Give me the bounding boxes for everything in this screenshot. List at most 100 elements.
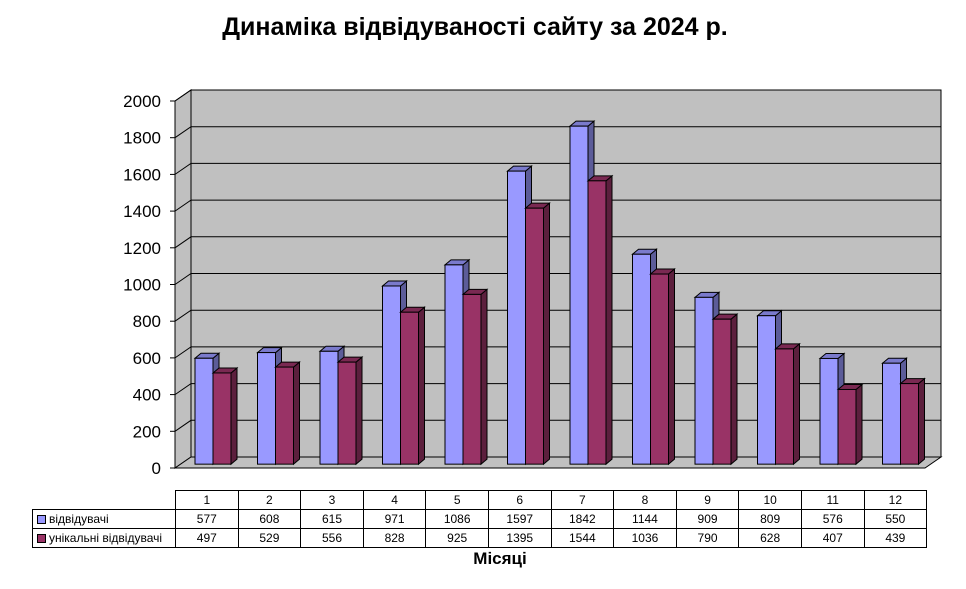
bar-front xyxy=(694,296,714,465)
gridline xyxy=(174,126,941,139)
bar-front xyxy=(462,293,482,465)
gridline xyxy=(174,273,941,285)
bar-front xyxy=(587,180,607,465)
chart-title: Динаміка відвідуваності сайту за 2024 р. xyxy=(222,13,728,41)
bar-front xyxy=(257,352,276,465)
bar-side xyxy=(355,356,363,466)
y-tick-label: 1200 xyxy=(123,239,161,258)
legend-label: унікальні відвідувачі xyxy=(49,531,163,545)
y-tick-label: 1800 xyxy=(123,129,161,148)
bar-front xyxy=(819,357,839,465)
table-value-cell: 828 xyxy=(362,528,427,548)
y-tick-label: 2000 xyxy=(123,92,161,111)
table-category-cell: 6 xyxy=(487,490,552,510)
table-category-cell: 8 xyxy=(613,490,677,510)
legend-entry: унікальні відвідувачі xyxy=(32,528,176,548)
table-category-cell: 2 xyxy=(237,490,302,510)
bar-side xyxy=(918,377,925,466)
gridline xyxy=(174,89,941,102)
bar xyxy=(774,342,801,466)
table-value-cell: 608 xyxy=(237,509,302,529)
data-table: 1 2 3 4 5 6 7 8 9 10 11 12 відвідувачі 577 608 615 971 1… xyxy=(32,490,928,548)
y-tick-label: 0 xyxy=(152,459,161,478)
table-category-cell: 7 xyxy=(550,490,615,510)
table-category-cell: 5 xyxy=(425,490,489,510)
table-value-cell: 628 xyxy=(738,528,802,548)
bar-side xyxy=(230,366,238,466)
table-value-cell: 550 xyxy=(863,509,928,529)
bar-front xyxy=(757,315,776,465)
bar xyxy=(399,306,426,466)
table-value-cell: 1086 xyxy=(425,509,489,529)
y-tick-label: 1400 xyxy=(123,202,161,221)
legend-swatch xyxy=(37,515,46,525)
table-category-cell: 11 xyxy=(800,490,865,510)
bar-front xyxy=(712,318,732,465)
table-value-cell: 529 xyxy=(237,528,302,548)
x-axis-label: Місяці xyxy=(473,549,527,568)
y-tick-label: 400 xyxy=(133,386,161,405)
table-header-row: 1 2 3 4 5 6 7 8 9 10 11 12 xyxy=(32,490,928,510)
bar-front xyxy=(400,311,419,465)
bar-front xyxy=(632,253,651,465)
bar-side xyxy=(668,267,675,466)
gridline xyxy=(174,346,941,359)
bar-side xyxy=(605,174,613,466)
bar-side xyxy=(793,342,800,466)
table-category-cell: 12 xyxy=(863,490,928,510)
table-value-cell: 1842 xyxy=(550,509,615,529)
bar-front xyxy=(212,372,232,465)
table-value-cell: 971 xyxy=(362,509,427,529)
table-category-cell: 1 xyxy=(175,490,239,510)
bar xyxy=(461,288,489,466)
bar xyxy=(524,202,551,466)
table-value-cell: 497 xyxy=(175,528,239,548)
table-category-cell: 3 xyxy=(300,490,364,510)
table-value-cell: 809 xyxy=(738,509,802,529)
table-value-cell: 439 xyxy=(863,528,928,548)
table-value-cell: 909 xyxy=(675,509,740,529)
floor xyxy=(173,456,943,469)
bar-chart: 0 200 400 600 800 1000 1200 1400 1600 1800 2000 xyxy=(123,89,943,478)
table-category-cell: 4 xyxy=(362,490,427,510)
gridline xyxy=(174,309,941,322)
bar-front xyxy=(775,348,794,465)
table-value-cell: 925 xyxy=(425,528,489,548)
bar-front xyxy=(650,273,669,465)
bar xyxy=(274,361,301,466)
table-value-cell: 407 xyxy=(800,528,865,548)
table-value-cell: 1036 xyxy=(613,528,677,548)
bar-side xyxy=(855,383,863,466)
gridline xyxy=(174,236,941,249)
table-value-cell: 576 xyxy=(800,509,865,529)
bar xyxy=(649,267,676,466)
table-value-cell: 556 xyxy=(300,528,364,548)
y-tick-label: 800 xyxy=(133,312,161,331)
bar-front xyxy=(569,125,589,465)
gridline xyxy=(174,419,941,432)
bar xyxy=(836,383,864,466)
table-value-cell: 1395 xyxy=(487,528,552,548)
bar-front xyxy=(525,207,544,465)
table-value-cell: 1597 xyxy=(487,509,552,529)
bar-side xyxy=(418,306,425,466)
table-value-cell: 615 xyxy=(300,509,364,529)
legend-label: відвідувачі xyxy=(49,512,109,526)
y-tick-label: 600 xyxy=(133,349,161,368)
bar-side xyxy=(543,202,550,466)
bar-front xyxy=(837,388,857,465)
bar-front xyxy=(337,361,357,465)
table-category-cell: 9 xyxy=(675,490,740,510)
bar xyxy=(586,174,614,466)
table-value-cell: 577 xyxy=(175,509,239,529)
bar-front xyxy=(319,350,339,465)
bar-front xyxy=(382,285,401,465)
y-tick-label: 1600 xyxy=(123,165,161,184)
y-tick-label: 200 xyxy=(133,422,161,441)
bar-side xyxy=(293,361,300,466)
bar-front xyxy=(900,383,919,465)
gridline xyxy=(174,199,941,212)
legend-swatch xyxy=(37,534,46,544)
bar xyxy=(336,356,364,466)
bar-front xyxy=(882,362,901,465)
